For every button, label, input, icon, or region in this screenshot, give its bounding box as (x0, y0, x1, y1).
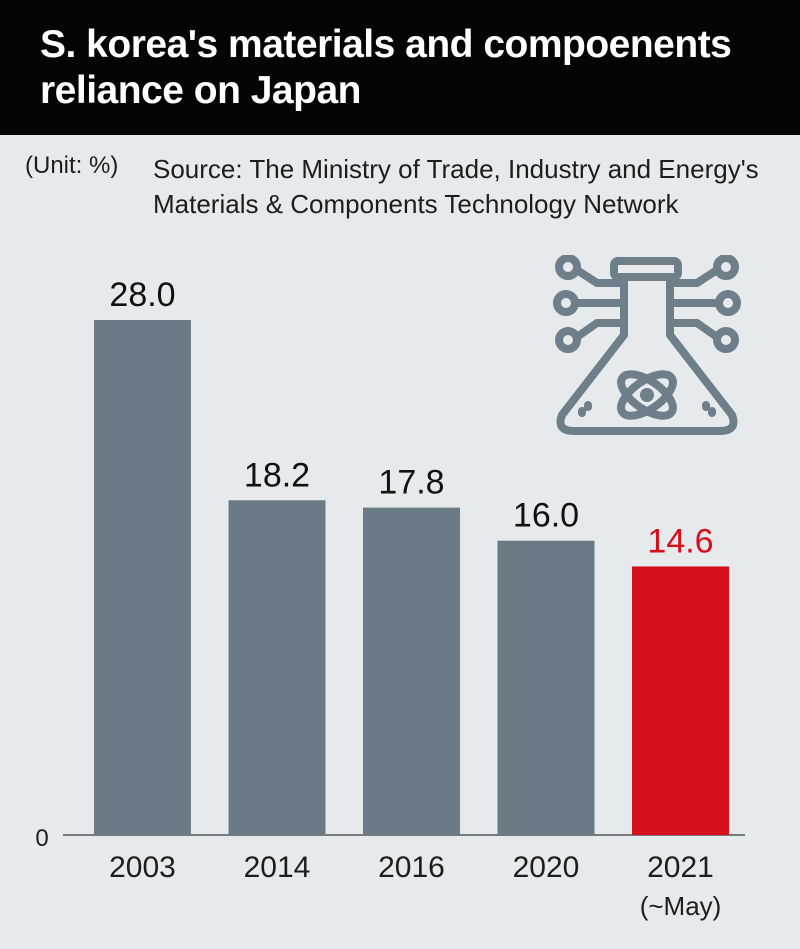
bar-2021 (632, 566, 729, 835)
bar-2020 (497, 540, 595, 835)
flask-circuit-icon (552, 254, 742, 445)
value-label: 16.0 (513, 497, 579, 535)
header-bar: S. korea's materials and compoenents rel… (0, 0, 800, 135)
category-label: 2016 (378, 851, 445, 884)
category-label: 2021 (647, 851, 714, 884)
bar-2014 (228, 500, 326, 835)
category-label: 2020 (513, 851, 580, 884)
value-label: 18.2 (244, 456, 310, 494)
bar-2003 (94, 320, 191, 835)
category-label: 2014 (244, 851, 311, 884)
y-tick-label: 0 (35, 825, 48, 852)
source-note: Source: The Ministry of Trade, Industry … (153, 154, 759, 219)
value-label: 14.6 (647, 522, 713, 560)
value-label: 28.0 (109, 276, 175, 314)
bar-2016 (363, 507, 460, 835)
chart-title: S. korea's materials and compoenents rel… (40, 23, 732, 112)
category-sublabel: (~May) (640, 891, 722, 921)
unit-label: (Unit: %) (25, 152, 119, 179)
value-label: 17.8 (378, 464, 444, 502)
category-label: 2003 (109, 851, 176, 884)
